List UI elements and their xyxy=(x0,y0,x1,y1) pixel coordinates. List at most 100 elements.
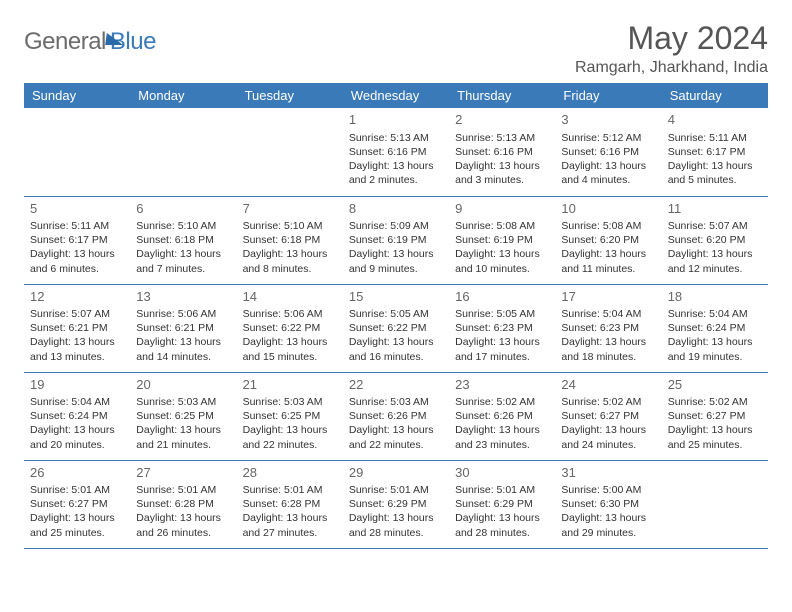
calendar-day-cell: 31Sunrise: 5:00 AMSunset: 6:30 PMDayligh… xyxy=(555,460,661,548)
day-number: 16 xyxy=(455,288,549,306)
daylight-line: Daylight: 13 hours and 25 minutes. xyxy=(668,423,762,451)
sunrise-line: Sunrise: 5:10 AM xyxy=(243,219,337,233)
day-number: 28 xyxy=(243,464,337,482)
day-number: 14 xyxy=(243,288,337,306)
sunrise-line: Sunrise: 5:03 AM xyxy=(136,395,230,409)
sunset-line: Sunset: 6:23 PM xyxy=(455,321,549,335)
day-number: 23 xyxy=(455,376,549,394)
sunrise-line: Sunrise: 5:06 AM xyxy=(136,307,230,321)
calendar-empty-cell xyxy=(130,108,236,196)
calendar-day-cell: 19Sunrise: 5:04 AMSunset: 6:24 PMDayligh… xyxy=(24,372,130,460)
day-number: 31 xyxy=(561,464,655,482)
calendar-day-cell: 28Sunrise: 5:01 AMSunset: 6:28 PMDayligh… xyxy=(237,460,343,548)
calendar-day-cell: 21Sunrise: 5:03 AMSunset: 6:25 PMDayligh… xyxy=(237,372,343,460)
sunset-line: Sunset: 6:27 PM xyxy=(561,409,655,423)
daylight-line: Daylight: 13 hours and 27 minutes. xyxy=(243,511,337,539)
sunset-line: Sunset: 6:16 PM xyxy=(349,145,443,159)
day-number: 30 xyxy=(455,464,549,482)
sunset-line: Sunset: 6:23 PM xyxy=(561,321,655,335)
sunrise-line: Sunrise: 5:02 AM xyxy=(561,395,655,409)
daylight-line: Daylight: 13 hours and 14 minutes. xyxy=(136,335,230,363)
daylight-line: Daylight: 13 hours and 26 minutes. xyxy=(136,511,230,539)
calendar-body: 1Sunrise: 5:13 AMSunset: 6:16 PMDaylight… xyxy=(24,108,768,548)
day-number: 20 xyxy=(136,376,230,394)
calendar-head: SundayMondayTuesdayWednesdayThursdayFrid… xyxy=(24,83,768,108)
sunrise-line: Sunrise: 5:00 AM xyxy=(561,483,655,497)
month-title: May 2024 xyxy=(575,20,768,57)
sunrise-line: Sunrise: 5:13 AM xyxy=(349,131,443,145)
daylight-line: Daylight: 13 hours and 3 minutes. xyxy=(455,159,549,187)
sunset-line: Sunset: 6:25 PM xyxy=(136,409,230,423)
daylight-line: Daylight: 13 hours and 8 minutes. xyxy=(243,247,337,275)
brand-triangle-icon xyxy=(105,33,125,45)
sunrise-line: Sunrise: 5:09 AM xyxy=(349,219,443,233)
daylight-line: Daylight: 13 hours and 17 minutes. xyxy=(455,335,549,363)
calendar-day-cell: 2Sunrise: 5:13 AMSunset: 6:16 PMDaylight… xyxy=(449,108,555,196)
sunset-line: Sunset: 6:17 PM xyxy=(668,145,762,159)
day-number: 29 xyxy=(349,464,443,482)
daylight-line: Daylight: 13 hours and 6 minutes. xyxy=(30,247,124,275)
sunrise-line: Sunrise: 5:01 AM xyxy=(455,483,549,497)
calendar-day-cell: 26Sunrise: 5:01 AMSunset: 6:27 PMDayligh… xyxy=(24,460,130,548)
sunset-line: Sunset: 6:30 PM xyxy=(561,497,655,511)
weekday-header: Monday xyxy=(130,83,236,108)
calendar-day-cell: 16Sunrise: 5:05 AMSunset: 6:23 PMDayligh… xyxy=(449,284,555,372)
day-number: 25 xyxy=(668,376,762,394)
daylight-line: Daylight: 13 hours and 22 minutes. xyxy=(243,423,337,451)
day-number: 9 xyxy=(455,200,549,218)
calendar-day-cell: 13Sunrise: 5:06 AMSunset: 6:21 PMDayligh… xyxy=(130,284,236,372)
calendar-day-cell: 15Sunrise: 5:05 AMSunset: 6:22 PMDayligh… xyxy=(343,284,449,372)
calendar-day-cell: 8Sunrise: 5:09 AMSunset: 6:19 PMDaylight… xyxy=(343,196,449,284)
sunrise-line: Sunrise: 5:02 AM xyxy=(455,395,549,409)
weekday-header: Saturday xyxy=(662,83,768,108)
sunset-line: Sunset: 6:24 PM xyxy=(668,321,762,335)
day-number: 27 xyxy=(136,464,230,482)
calendar-day-cell: 4Sunrise: 5:11 AMSunset: 6:17 PMDaylight… xyxy=(662,108,768,196)
daylight-line: Daylight: 13 hours and 9 minutes. xyxy=(349,247,443,275)
sunset-line: Sunset: 6:19 PM xyxy=(349,233,443,247)
sunrise-line: Sunrise: 5:04 AM xyxy=(668,307,762,321)
day-number: 15 xyxy=(349,288,443,306)
daylight-line: Daylight: 13 hours and 29 minutes. xyxy=(561,511,655,539)
day-number: 2 xyxy=(455,111,549,129)
sunset-line: Sunset: 6:28 PM xyxy=(136,497,230,511)
daylight-line: Daylight: 13 hours and 2 minutes. xyxy=(349,159,443,187)
day-number: 7 xyxy=(243,200,337,218)
day-number: 10 xyxy=(561,200,655,218)
day-number: 18 xyxy=(668,288,762,306)
sunset-line: Sunset: 6:27 PM xyxy=(30,497,124,511)
sunrise-line: Sunrise: 5:01 AM xyxy=(30,483,124,497)
sunset-line: Sunset: 6:16 PM xyxy=(455,145,549,159)
sunrise-line: Sunrise: 5:04 AM xyxy=(561,307,655,321)
sunrise-line: Sunrise: 5:02 AM xyxy=(668,395,762,409)
calendar-day-cell: 25Sunrise: 5:02 AMSunset: 6:27 PMDayligh… xyxy=(662,372,768,460)
day-number: 13 xyxy=(136,288,230,306)
daylight-line: Daylight: 13 hours and 18 minutes. xyxy=(561,335,655,363)
brand-part1: General xyxy=(24,28,106,56)
sunrise-line: Sunrise: 5:05 AM xyxy=(455,307,549,321)
day-number: 12 xyxy=(30,288,124,306)
calendar-week-row: 19Sunrise: 5:04 AMSunset: 6:24 PM Dayligh… xyxy=(24,372,768,460)
sunrise-line: Sunrise: 5:04 AM xyxy=(30,395,124,409)
sunrise-line: Sunrise: 5:03 AM xyxy=(349,395,443,409)
calendar-day-cell: 6Sunrise: 5:10 AMSunset: 6:18 PMDaylight… xyxy=(130,196,236,284)
daylight-line: Daylight: 13 hours and 23 minutes. xyxy=(455,423,549,451)
weekday-row: SundayMondayTuesdayWednesdayThursdayFrid… xyxy=(24,83,768,108)
day-number: 19 xyxy=(30,376,124,394)
calendar-day-cell: 5Sunrise: 5:11 AMSunset: 6:17 PMDaylight… xyxy=(24,196,130,284)
daylight-line: Daylight: 13 hours and 24 minutes. xyxy=(561,423,655,451)
sunset-line: Sunset: 6:24 PM xyxy=(30,409,124,423)
calendar-week-row: 26Sunrise: 5:01 AMSunset: 6:27 PMDayligh… xyxy=(24,460,768,548)
sunrise-line: Sunrise: 5:07 AM xyxy=(668,219,762,233)
calendar-week-row: 12Sunrise: 5:07 AMSunset: 6:21 PMDayligh… xyxy=(24,284,768,372)
calendar-day-cell: 22Sunrise: 5:03 AMSunset: 6:26 PMDayligh… xyxy=(343,372,449,460)
weekday-header: Thursday xyxy=(449,83,555,108)
daylight-line: Daylight: 13 hours and 4 minutes. xyxy=(561,159,655,187)
sunrise-line: Sunrise: 5:01 AM xyxy=(136,483,230,497)
daylight-line: Daylight: 13 hours and 25 minutes. xyxy=(30,511,124,539)
sunset-line: Sunset: 6:29 PM xyxy=(349,497,443,511)
day-number: 4 xyxy=(668,111,762,129)
daylight-line: Daylight: 13 hours and 19 minutes. xyxy=(668,335,762,363)
calendar-day-cell: 9Sunrise: 5:08 AMSunset: 6:19 PMDaylight… xyxy=(449,196,555,284)
daylight-line: Daylight: 13 hours and 21 minutes. xyxy=(136,423,230,451)
